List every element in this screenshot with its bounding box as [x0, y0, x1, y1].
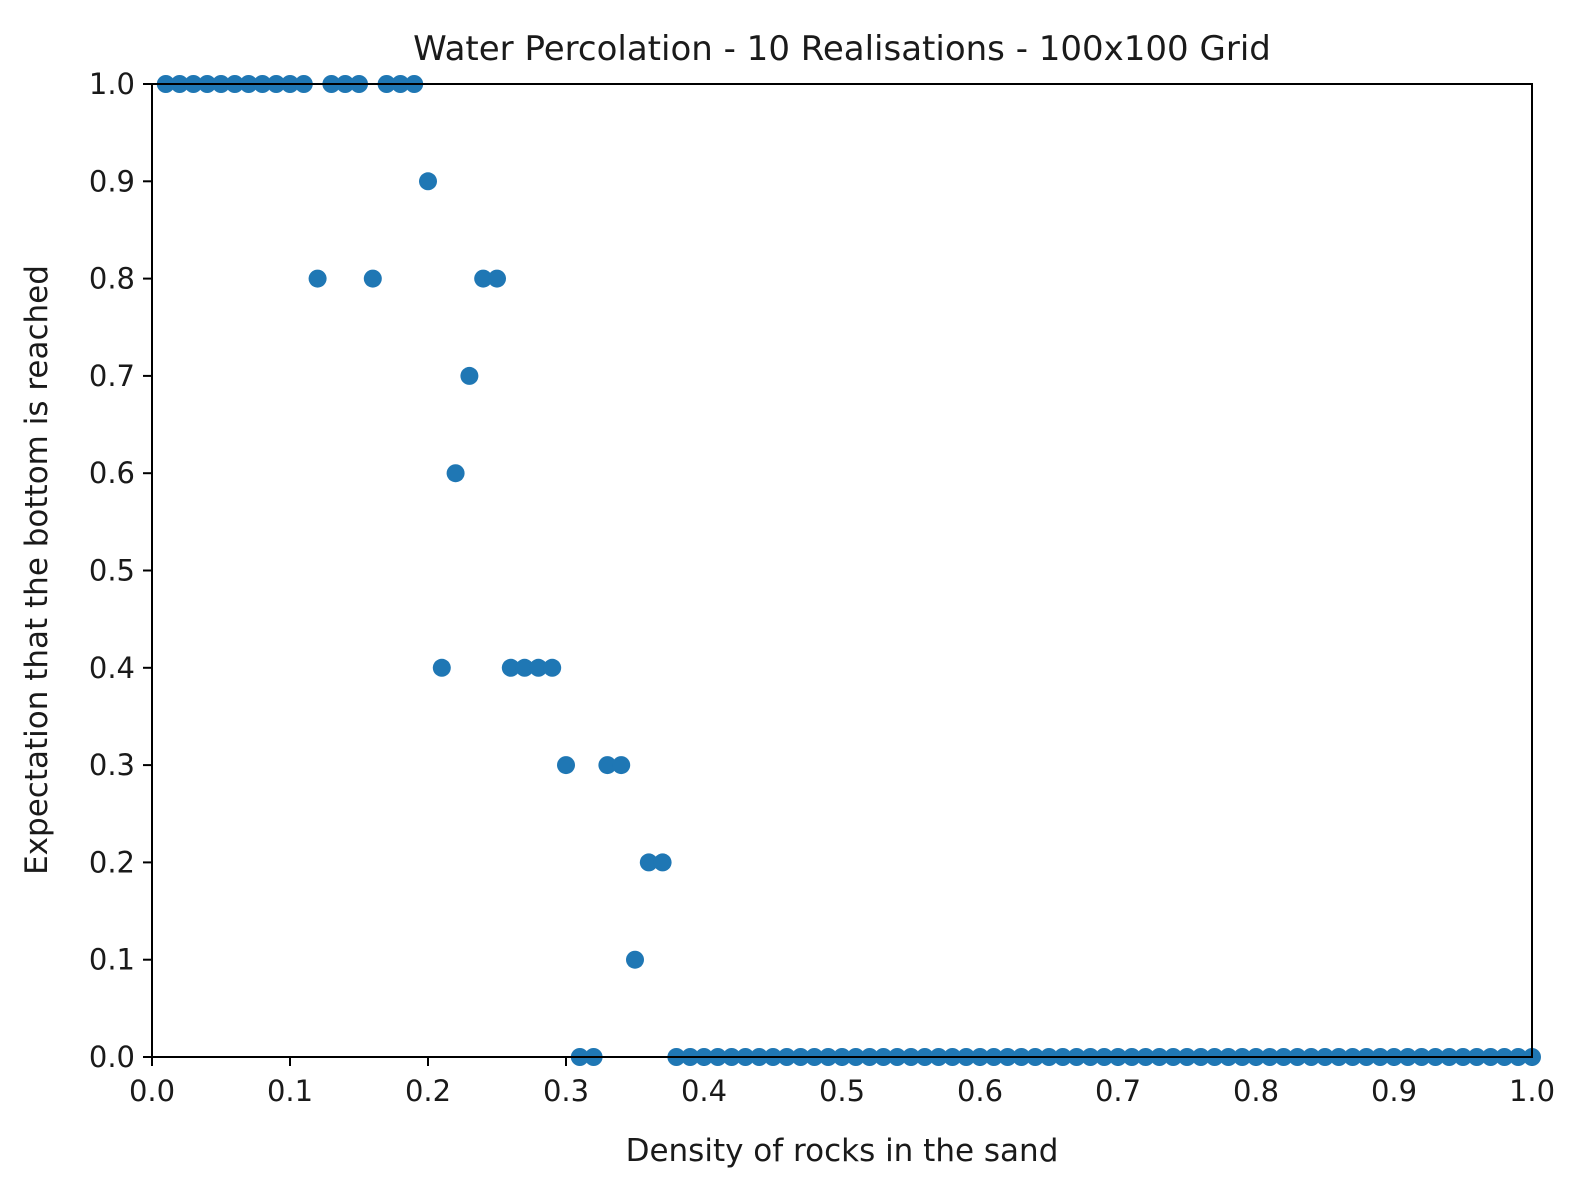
y-tick-label: 0.5 [89, 554, 135, 588]
y-tick-label: 0.3 [89, 748, 135, 782]
scatter-point [488, 269, 506, 288]
scatter-point [432, 658, 451, 677]
y-tick-label: 0.0 [89, 1040, 135, 1074]
y-tick-label: 0.6 [89, 456, 135, 490]
y-axis-label: Expectation that the bottom is reached [19, 265, 55, 875]
x-tick-label: 0.0 [129, 1074, 175, 1108]
x-tick-label: 0.4 [681, 1074, 727, 1108]
scatter-point [501, 658, 520, 677]
scatter-point [460, 366, 479, 385]
x-tick-label: 0.1 [267, 1074, 313, 1108]
x-tick-label: 0.9 [1371, 1074, 1417, 1108]
scatter-point [446, 464, 465, 483]
y-tick-label: 0.8 [89, 262, 135, 296]
scatter-point [653, 853, 672, 872]
scatter-points [156, 75, 1541, 1066]
scatter-point [529, 658, 548, 677]
x-tick-label: 1.0 [1509, 1074, 1555, 1108]
y-tick-label: 0.9 [89, 164, 135, 198]
x-axis: 0.0 0.1 0.2 0.3 0.4 0.5 0.6 0.7 0.8 0.9 1.0 [129, 1057, 1555, 1108]
x-tick-label: 0.6 [957, 1074, 1003, 1108]
scatter-point [612, 756, 631, 775]
scatter-point [639, 853, 658, 872]
x-tick-label: 0.3 [543, 1074, 589, 1108]
x-tick-label: 0.5 [819, 1074, 865, 1108]
y-tick-label: 0.1 [89, 943, 135, 977]
scatter-point [557, 756, 575, 775]
scatter-point [308, 269, 327, 288]
y-tick-label: 0.7 [89, 359, 135, 393]
x-tick-label: 0.7 [1095, 1074, 1141, 1108]
plot-frame [151, 83, 1533, 1058]
y-tick-label: 0.2 [89, 845, 135, 879]
x-tick-label: 0.2 [405, 1074, 451, 1108]
scatter-point [543, 658, 562, 677]
x-tick-label: 0.8 [1233, 1074, 1279, 1108]
y-tick-label: 0.4 [89, 651, 135, 685]
scatter-point [363, 269, 382, 288]
y-tick-label: 1.0 [89, 67, 135, 101]
chart-title: Water Percolation - 10 Realisations - 10… [413, 29, 1271, 69]
scatter-point [474, 269, 493, 288]
x-axis-label: Density of rocks in the sand [626, 1133, 1059, 1169]
scatter-point [626, 950, 644, 969]
y-axis: 0.0 0.1 0.2 0.3 0.4 0.5 0.6 0.7 0.8 0.9 1.0 [89, 67, 152, 1074]
scatter-point [598, 756, 617, 775]
scatter-point [419, 172, 437, 191]
scatter-point [515, 658, 534, 677]
